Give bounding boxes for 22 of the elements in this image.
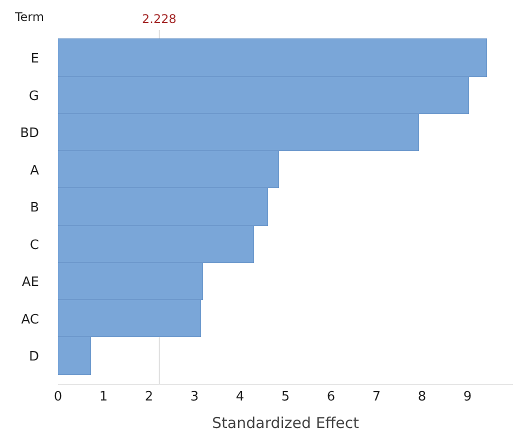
- x-axis-title: Standardized Effect: [212, 414, 360, 432]
- y-tick-label: A: [30, 163, 40, 178]
- x-tick-label: 7: [372, 390, 381, 405]
- x-tick-label: 2: [144, 390, 154, 405]
- x-tick-label: 6: [326, 390, 336, 405]
- y-axis-title: Term: [14, 10, 44, 24]
- y-tick-label: E: [30, 52, 39, 66]
- x-tick-label: 1: [99, 390, 108, 405]
- y-tick-label: BD: [20, 126, 39, 142]
- y-tick-label: AC: [21, 312, 39, 328]
- y-tick-label: G: [28, 88, 39, 104]
- x-tick-label: 3: [190, 390, 199, 405]
- x-tick-label: 4: [236, 390, 244, 405]
- ref-line-label: 2.228: [142, 12, 176, 26]
- x-tick-label: 8: [418, 390, 426, 405]
- x-tick-label: 0: [54, 390, 62, 405]
- y-tick-label: D: [28, 350, 39, 365]
- x-tick-label: 5: [281, 390, 290, 405]
- y-tick-label: B: [30, 200, 39, 216]
- y-tick-label: AE: [22, 275, 39, 290]
- x-tick-label: 9: [463, 390, 472, 405]
- y-tick-label: C: [30, 238, 39, 253]
